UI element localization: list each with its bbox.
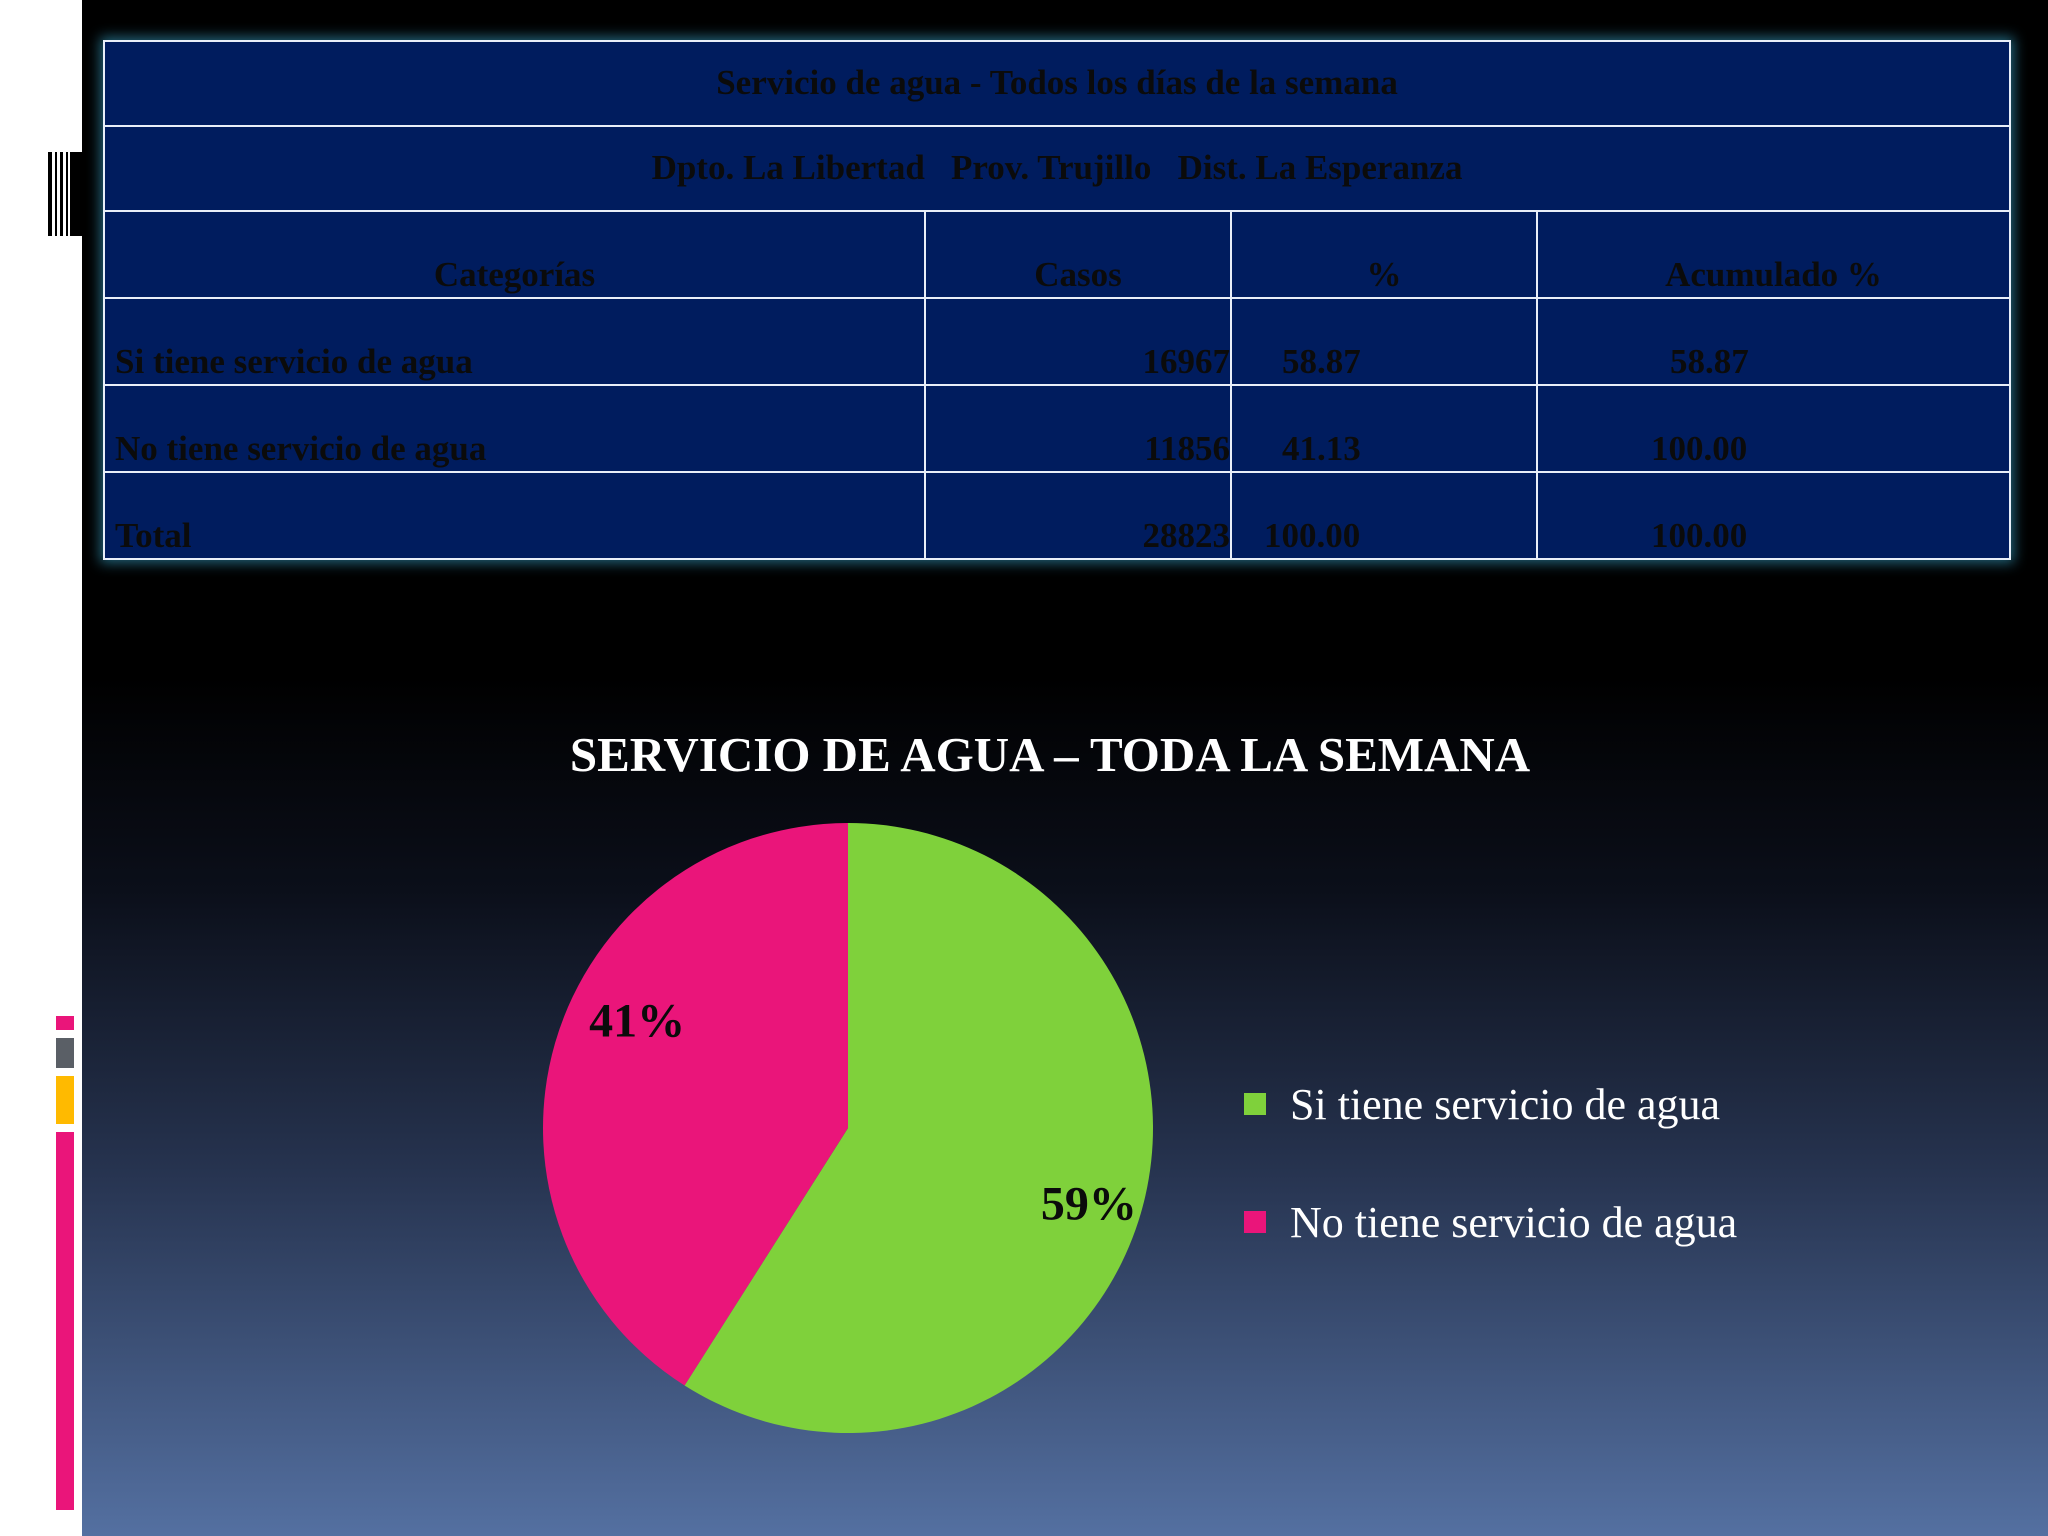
table-row: No tiene servicio de agua 11856 41.13 10… xyxy=(103,383,2012,473)
legend-item-2: No tiene servicio de agua xyxy=(1244,1163,1737,1281)
legend-swatch-2 xyxy=(1244,1211,1266,1233)
header-casos: Casos xyxy=(924,209,1232,299)
header-porcentaje: % xyxy=(1230,209,1538,299)
row-category: Total xyxy=(103,470,926,561)
table-header-row: Categorías Casos % Acumulado % xyxy=(103,209,2012,299)
pie-data-label-1: 59% xyxy=(1041,1177,1137,1230)
row-acumulado: 100.00 xyxy=(1535,383,2012,473)
table-title: Servicio de agua - Todos los días de la … xyxy=(102,40,2012,127)
table-title-row: Servicio de agua - Todos los días de la … xyxy=(102,40,2012,127)
chart-legend: Si tiene servicio de agua No tiene servic… xyxy=(1244,1045,1737,1281)
row-casos: 28823 xyxy=(924,470,1232,561)
row-casos: 11856 xyxy=(924,383,1232,473)
row-acumulado: 100.00 xyxy=(1535,470,2012,561)
row-percent: 58.87 xyxy=(1230,296,1538,386)
header-acumulado: Acumulado % xyxy=(1535,209,2012,299)
barcode-decoration xyxy=(48,152,82,236)
legend-label-1: Si tiene servicio de agua xyxy=(1290,1079,1721,1129)
data-table: Servicio de agua - Todos los días de la … xyxy=(102,40,2012,561)
legend-item-1: Si tiene servicio de agua xyxy=(1244,1045,1737,1163)
slide-left-strip xyxy=(0,0,82,1536)
pie-data-label-2: 41% xyxy=(589,995,685,1048)
table-subtitle-row: Dpto. La Libertad Prov. Trujillo Dist. L… xyxy=(102,124,2012,212)
row-acumulado: 58.87 xyxy=(1535,296,2012,386)
chart-title: SERVICIO DE AGUA – TODA LA SEMANA xyxy=(569,727,1531,782)
header-categorias: Categorías xyxy=(103,209,926,299)
table-row: Si tiene servicio de agua 16967 58.87 58… xyxy=(103,296,2012,386)
table-subtitle: Dpto. La Libertad Prov. Trujillo Dist. L… xyxy=(102,124,2012,212)
legend-swatch-1 xyxy=(1244,1093,1266,1115)
row-category: No tiene servicio de agua xyxy=(103,383,926,473)
row-percent: 100.00 xyxy=(1230,470,1538,561)
row-casos: 16967 xyxy=(924,296,1232,386)
row-category: Si tiene servicio de agua xyxy=(103,296,926,386)
pie-slice-2 xyxy=(543,823,848,1386)
table-row: Total 28823 100.00 100.00 xyxy=(103,470,2012,561)
pie-chart: 59% 41% xyxy=(543,823,1153,1433)
pie-slice-1 xyxy=(684,823,1153,1433)
row-percent: 41.13 xyxy=(1230,383,1538,473)
accent-bars-decoration xyxy=(56,1016,74,1510)
legend-label-2: No tiene servicio de agua xyxy=(1290,1197,1738,1247)
